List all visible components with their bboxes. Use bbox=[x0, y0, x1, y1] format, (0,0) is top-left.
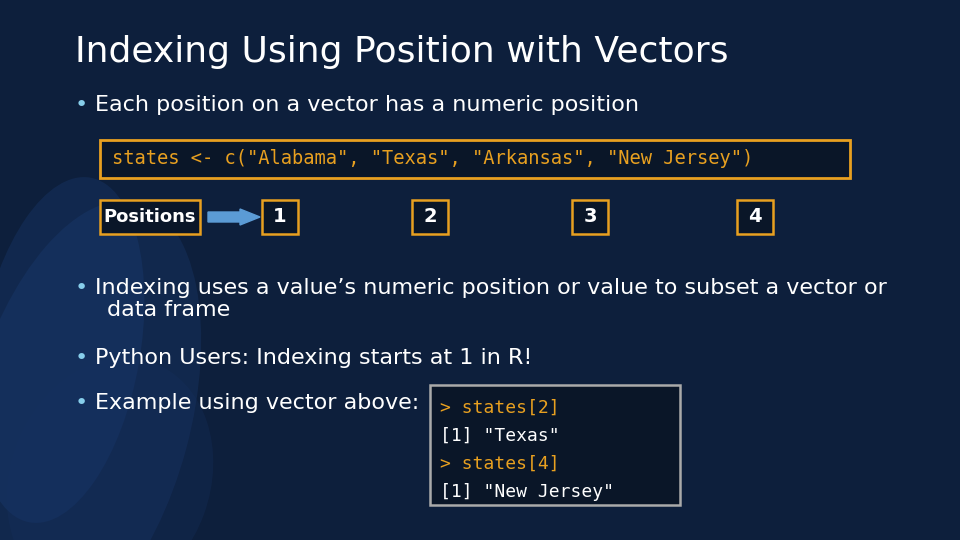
Text: 4: 4 bbox=[748, 207, 762, 226]
Text: •: • bbox=[75, 278, 88, 298]
Text: [1] "Texas": [1] "Texas" bbox=[440, 427, 560, 445]
FancyBboxPatch shape bbox=[412, 200, 448, 234]
Text: > states[4]: > states[4] bbox=[440, 455, 560, 473]
Text: data frame: data frame bbox=[107, 300, 230, 320]
FancyBboxPatch shape bbox=[737, 200, 773, 234]
Text: Example using vector above:: Example using vector above: bbox=[95, 393, 420, 413]
FancyBboxPatch shape bbox=[100, 200, 200, 234]
FancyBboxPatch shape bbox=[262, 200, 298, 234]
Ellipse shape bbox=[7, 357, 213, 540]
Text: > states[2]: > states[2] bbox=[440, 399, 560, 417]
FancyArrow shape bbox=[208, 209, 260, 225]
Text: •: • bbox=[75, 393, 88, 413]
Text: [1] "New Jersey": [1] "New Jersey" bbox=[440, 483, 614, 501]
Ellipse shape bbox=[0, 177, 144, 523]
FancyBboxPatch shape bbox=[572, 200, 608, 234]
Text: 2: 2 bbox=[423, 207, 437, 226]
Text: 3: 3 bbox=[584, 207, 597, 226]
Text: Each position on a vector has a numeric position: Each position on a vector has a numeric … bbox=[95, 95, 639, 115]
Text: 1: 1 bbox=[274, 207, 287, 226]
FancyBboxPatch shape bbox=[100, 140, 850, 178]
Text: Positions: Positions bbox=[104, 208, 196, 226]
Text: Indexing uses a value’s numeric position or value to subset a vector or: Indexing uses a value’s numeric position… bbox=[95, 278, 887, 298]
Text: Indexing Using Position with Vectors: Indexing Using Position with Vectors bbox=[75, 35, 729, 69]
Text: •: • bbox=[75, 348, 88, 368]
Text: states <- c("Alabama", "Texas", "Arkansas", "New Jersey"): states <- c("Alabama", "Texas", "Arkansa… bbox=[112, 150, 754, 168]
Text: Python Users: Indexing starts at 1 in R!: Python Users: Indexing starts at 1 in R! bbox=[95, 348, 533, 368]
FancyBboxPatch shape bbox=[430, 385, 680, 505]
Ellipse shape bbox=[0, 201, 202, 540]
Text: •: • bbox=[75, 95, 88, 115]
